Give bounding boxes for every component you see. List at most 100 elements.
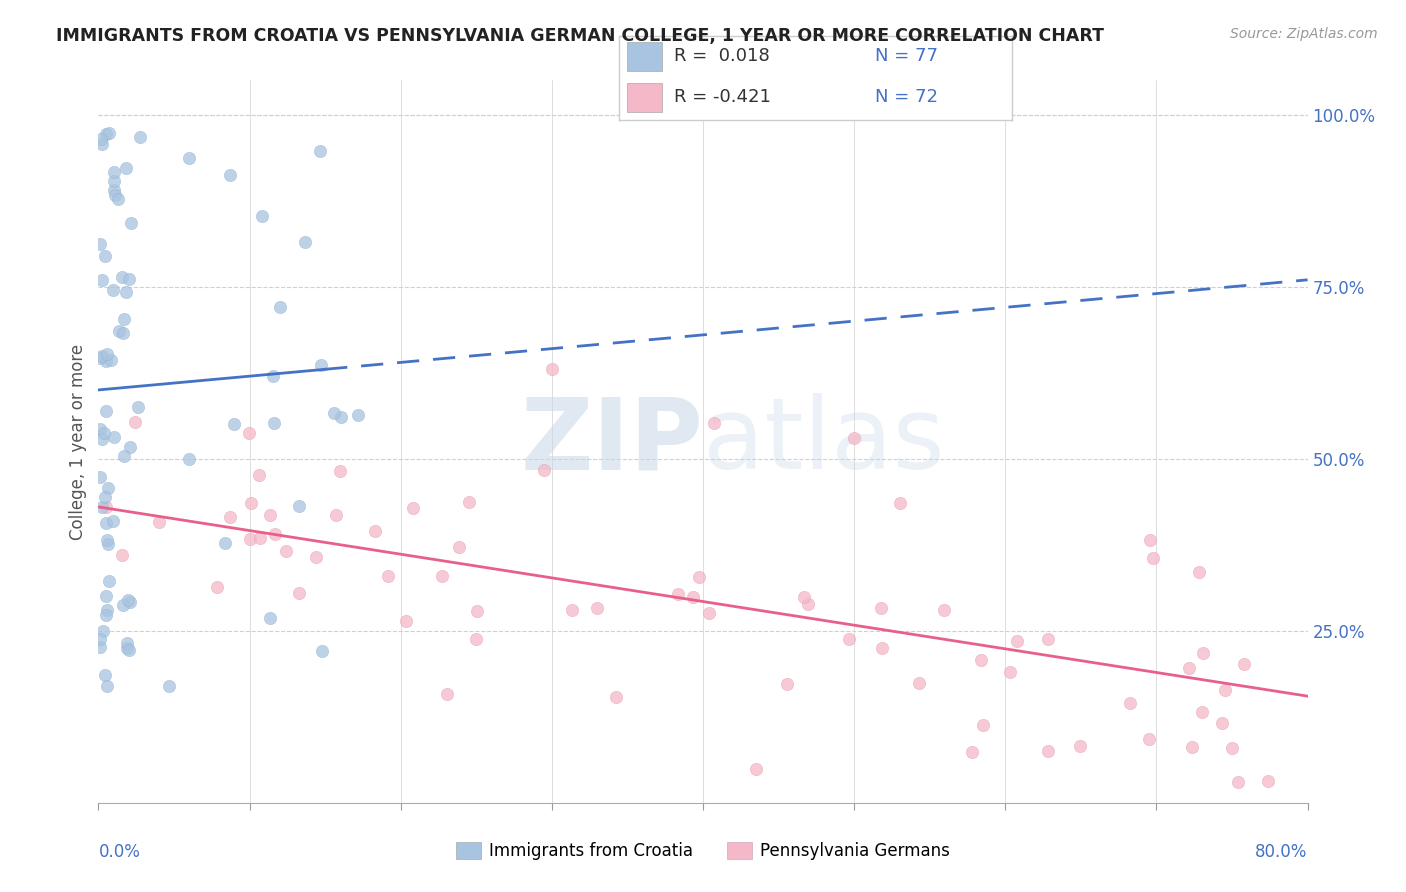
Point bbox=[118, 272, 141, 286]
Point bbox=[89, 422, 111, 436]
Point bbox=[97, 574, 120, 589]
Point bbox=[347, 408, 370, 422]
Point bbox=[960, 745, 983, 759]
Point bbox=[889, 496, 911, 510]
Point bbox=[586, 601, 609, 615]
Y-axis label: College, 1 year or more: College, 1 year or more bbox=[69, 343, 87, 540]
Point bbox=[249, 467, 271, 482]
Point bbox=[287, 499, 309, 513]
Point bbox=[259, 610, 281, 624]
Point bbox=[703, 417, 725, 431]
Point bbox=[219, 509, 242, 524]
Point bbox=[127, 400, 149, 414]
Point bbox=[1119, 696, 1142, 710]
Point bbox=[262, 368, 284, 383]
Point bbox=[666, 587, 689, 601]
Point bbox=[90, 432, 112, 446]
Point bbox=[117, 592, 139, 607]
Text: Source: ZipAtlas.com: Source: ZipAtlas.com bbox=[1230, 27, 1378, 41]
Point bbox=[103, 183, 125, 197]
Point bbox=[1192, 646, 1215, 660]
Point bbox=[1069, 739, 1091, 753]
Point bbox=[1139, 732, 1161, 747]
Point bbox=[1038, 743, 1060, 757]
Point bbox=[329, 464, 352, 478]
Point bbox=[111, 326, 134, 340]
Point bbox=[89, 640, 111, 654]
Point bbox=[111, 549, 134, 563]
Point bbox=[107, 192, 129, 206]
Point bbox=[108, 324, 131, 338]
Point bbox=[94, 490, 117, 504]
Point bbox=[870, 601, 893, 615]
Point bbox=[91, 349, 114, 363]
Point bbox=[1220, 740, 1243, 755]
Text: R =  0.018: R = 0.018 bbox=[673, 47, 769, 65]
Point bbox=[605, 690, 627, 704]
Point bbox=[103, 164, 125, 178]
Point bbox=[118, 643, 141, 657]
Point bbox=[793, 590, 815, 604]
Bar bbox=[627, 43, 662, 71]
Point bbox=[465, 632, 488, 646]
Point bbox=[323, 406, 346, 420]
Point bbox=[93, 624, 115, 638]
Point bbox=[94, 500, 117, 514]
Point bbox=[94, 127, 117, 141]
Point bbox=[467, 604, 489, 618]
Point bbox=[533, 462, 555, 476]
Point bbox=[377, 568, 399, 582]
Text: IMMIGRANTS FROM CROATIA VS PENNSYLVANIA GERMAN COLLEGE, 1 YEAR OR MORE CORRELATI: IMMIGRANTS FROM CROATIA VS PENNSYLVANIA … bbox=[56, 27, 1104, 45]
Point bbox=[1233, 657, 1256, 672]
Point bbox=[364, 524, 387, 538]
Point bbox=[96, 603, 118, 617]
Point bbox=[309, 358, 332, 372]
Point bbox=[263, 527, 285, 541]
Point bbox=[402, 501, 425, 516]
Point bbox=[103, 174, 125, 188]
Point bbox=[1139, 533, 1161, 547]
Point bbox=[219, 169, 242, 183]
Text: 80.0%: 80.0% bbox=[1256, 843, 1308, 861]
Point bbox=[1181, 739, 1204, 754]
Point bbox=[329, 410, 352, 425]
Point bbox=[1257, 773, 1279, 788]
Point bbox=[120, 595, 142, 609]
Point bbox=[100, 352, 122, 367]
Text: ZIP: ZIP bbox=[520, 393, 703, 490]
Point bbox=[838, 632, 860, 646]
Point bbox=[1188, 565, 1211, 579]
Point bbox=[395, 614, 418, 628]
Point bbox=[239, 532, 262, 546]
Point bbox=[1191, 706, 1213, 720]
Text: R = -0.421: R = -0.421 bbox=[673, 87, 770, 105]
Point bbox=[89, 351, 111, 365]
Point bbox=[259, 508, 281, 523]
Point bbox=[697, 606, 720, 620]
Point bbox=[115, 641, 138, 656]
Point bbox=[104, 187, 127, 202]
Point bbox=[540, 362, 562, 376]
Point bbox=[94, 516, 117, 531]
Point bbox=[269, 301, 291, 315]
Point bbox=[112, 450, 135, 464]
Point bbox=[238, 425, 260, 440]
Point bbox=[972, 718, 994, 732]
Point bbox=[776, 676, 799, 690]
Point bbox=[239, 495, 262, 509]
Text: 0.0%: 0.0% bbox=[98, 843, 141, 861]
Point bbox=[1000, 665, 1022, 680]
Point bbox=[157, 679, 180, 693]
Point bbox=[263, 416, 285, 430]
Point bbox=[93, 425, 115, 440]
Point bbox=[908, 675, 931, 690]
Point bbox=[94, 403, 117, 417]
Point bbox=[1215, 682, 1237, 697]
Point bbox=[115, 161, 138, 176]
Point bbox=[115, 636, 138, 650]
Point bbox=[214, 536, 236, 550]
Text: N = 77: N = 77 bbox=[875, 47, 938, 65]
Point bbox=[89, 632, 111, 646]
Point bbox=[96, 679, 118, 693]
Point bbox=[1036, 632, 1059, 647]
